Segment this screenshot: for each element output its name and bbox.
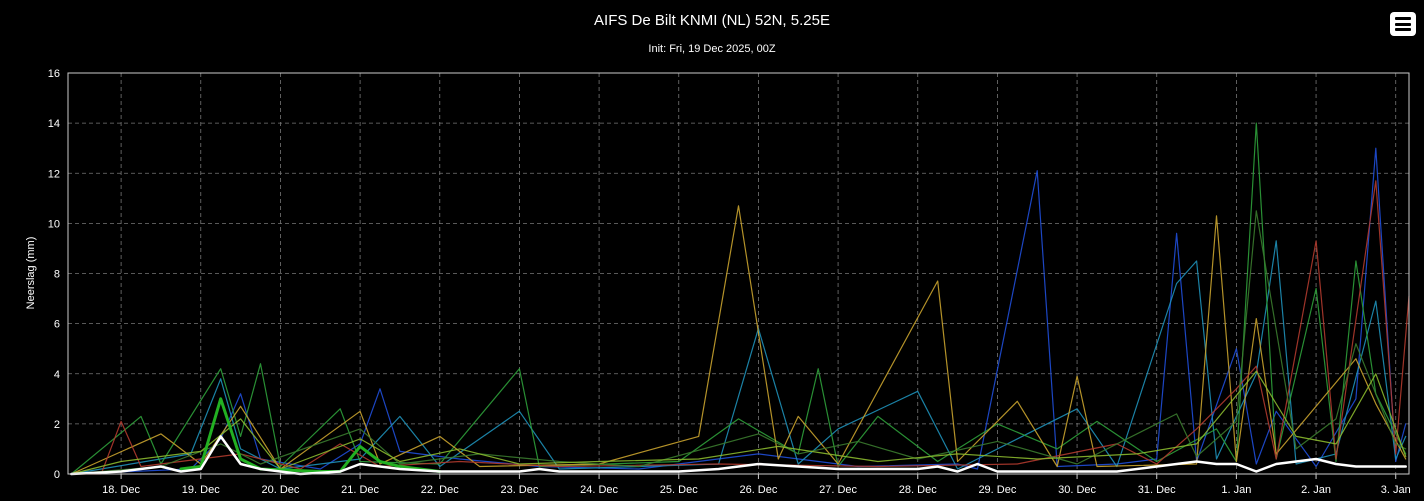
x-tick-label: 30. Dec — [1058, 484, 1096, 496]
y-tick-label: 6 — [54, 319, 60, 331]
y-tick-label: 14 — [48, 118, 60, 130]
y-tick-label: 10 — [48, 218, 60, 230]
x-tick-label: 18. Dec — [102, 484, 140, 496]
y-tick-label: 8 — [54, 269, 60, 281]
x-tick-label: 23. Dec — [500, 484, 538, 496]
chart-menu-button[interactable] — [1390, 12, 1416, 36]
x-tick-label: 25. Dec — [660, 484, 698, 496]
series-line-7 — [70, 370, 1407, 475]
x-tick-label: 22. Dec — [421, 484, 459, 496]
x-tick-label: 2. Jan — [1301, 484, 1331, 496]
series-line-5 — [70, 180, 1410, 475]
y-axis: 0 2 4 6 8 10 12 14 16 — [48, 68, 60, 481]
menu-icon-bar — [1395, 28, 1411, 31]
series-line-4 — [70, 205, 1407, 475]
menu-icon-bar — [1395, 22, 1411, 26]
x-tick-label: 19. Dec — [182, 484, 220, 496]
x-tick-label: 28. Dec — [899, 484, 937, 496]
x-tick-label: 31. Dec — [1138, 484, 1176, 496]
x-tick-label: 1. Jan — [1221, 484, 1251, 496]
x-tick-label: 29. Dec — [978, 484, 1016, 496]
series-line-9 — [70, 435, 1407, 476]
x-tick-label: 3. Jan — [1381, 484, 1411, 496]
y-tick-label: 0 — [54, 469, 60, 481]
chart-title: AIFS De Bilt KNMI (NL) 52N, 5.25E — [594, 12, 830, 29]
chart-subtitle: Init: Fri, 19 Dec 2025, 00Z — [648, 43, 775, 55]
x-tick-label: 24. Dec — [580, 484, 618, 496]
y-tick-label: 2 — [54, 419, 60, 431]
plot-border — [67, 72, 1410, 475]
series-line-3 — [70, 122, 1407, 475]
series-line-2 — [70, 240, 1407, 475]
grid-lines — [68, 73, 1409, 474]
x-tick-label: 26. Dec — [739, 484, 777, 496]
y-tick-label: 16 — [48, 68, 60, 80]
x-tick-label: 27. Dec — [819, 484, 857, 496]
series-line-1 — [70, 147, 1407, 475]
series-line-6 — [70, 210, 1407, 475]
y-tick-label: 12 — [48, 168, 60, 180]
series-line-8 — [179, 397, 442, 473]
y-axis-label: Neerslag (mm) — [25, 237, 37, 310]
menu-icon-bar — [1395, 17, 1411, 20]
y-tick-label: 4 — [54, 369, 60, 381]
x-axis: 18. Dec 19. Dec 20. Dec 21. Dec 22. Dec 23. D… — [102, 474, 1411, 496]
series-lines — [70, 122, 1410, 476]
x-tick-label: 20. Dec — [261, 484, 299, 496]
x-tick-label: 21. Dec — [341, 484, 379, 496]
